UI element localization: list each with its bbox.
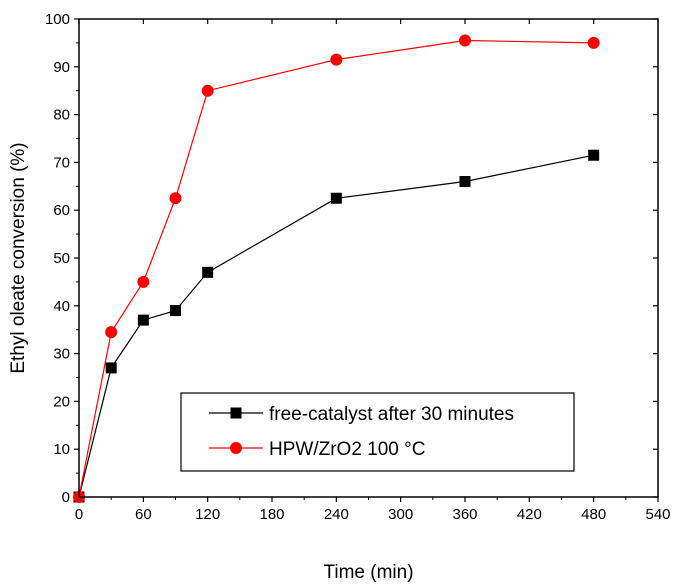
- y-tick-label: 80: [53, 107, 70, 124]
- data-point-circle: [587, 36, 600, 49]
- x-tick-label: 0: [75, 506, 83, 523]
- x-tick-label: 480: [581, 506, 606, 523]
- legend-marker-circle: [230, 442, 242, 454]
- data-point-square: [170, 305, 181, 317]
- data-point-square: [588, 149, 600, 161]
- data-point-circle: [459, 34, 471, 47]
- legend-marker-square: [230, 407, 242, 419]
- data-point-circle: [105, 326, 118, 339]
- legend-label-1: free-catalyst after 30 minutes: [269, 404, 514, 425]
- data-point-square: [330, 192, 342, 204]
- x-tick-label: 180: [259, 506, 284, 523]
- legend-label-2: HPW/ZrO2 100 °C: [269, 439, 425, 460]
- x-tick-label: 240: [324, 506, 349, 523]
- series-line-1: [78, 154, 594, 498]
- data-point-circle: [137, 275, 150, 288]
- y-tick-label: 100: [45, 11, 70, 28]
- y-tick-label: 50: [53, 250, 70, 267]
- x-tick-label: 360: [452, 506, 477, 523]
- legend: free-catalyst after 30 minutes HPW/ZrO2 1…: [180, 392, 575, 472]
- x-tick-label: 300: [388, 506, 413, 523]
- x-tick-label: 420: [517, 506, 542, 523]
- y-tick-label: 70: [53, 154, 70, 171]
- data-point-square: [459, 176, 471, 188]
- y-axis-label: Ethyl oleate conversion (%): [8, 142, 29, 373]
- y-tick-label: 40: [53, 298, 70, 315]
- series-line-2: [78, 39, 594, 498]
- data-point-square: [137, 314, 149, 326]
- y-tick-label: 10: [53, 441, 70, 458]
- y-tick-label: 30: [53, 346, 70, 363]
- data-point-circle: [169, 192, 182, 205]
- series-lines: [78, 39, 594, 498]
- legend-box: [180, 392, 575, 472]
- y-tick-label: 20: [53, 393, 70, 410]
- data-point-square: [202, 266, 214, 278]
- x-axis-label: Time (min): [323, 562, 413, 583]
- data-point-circle: [201, 84, 214, 97]
- data-point-square: [105, 362, 117, 374]
- axis-ticks: 0 60 120 180 240 300 360 420 480 540 0 10 20 30 40 50 60…: [45, 11, 671, 523]
- y-tick-label: 60: [53, 202, 70, 219]
- plot-frame: [78, 18, 659, 498]
- y-tick-label: 0: [62, 489, 70, 506]
- x-tick-label: 120: [195, 506, 220, 523]
- x-tick-label: 540: [645, 506, 670, 523]
- x-tick-label: 60: [135, 506, 152, 523]
- data-point-circle: [330, 53, 343, 66]
- y-tick-label: 90: [53, 59, 70, 76]
